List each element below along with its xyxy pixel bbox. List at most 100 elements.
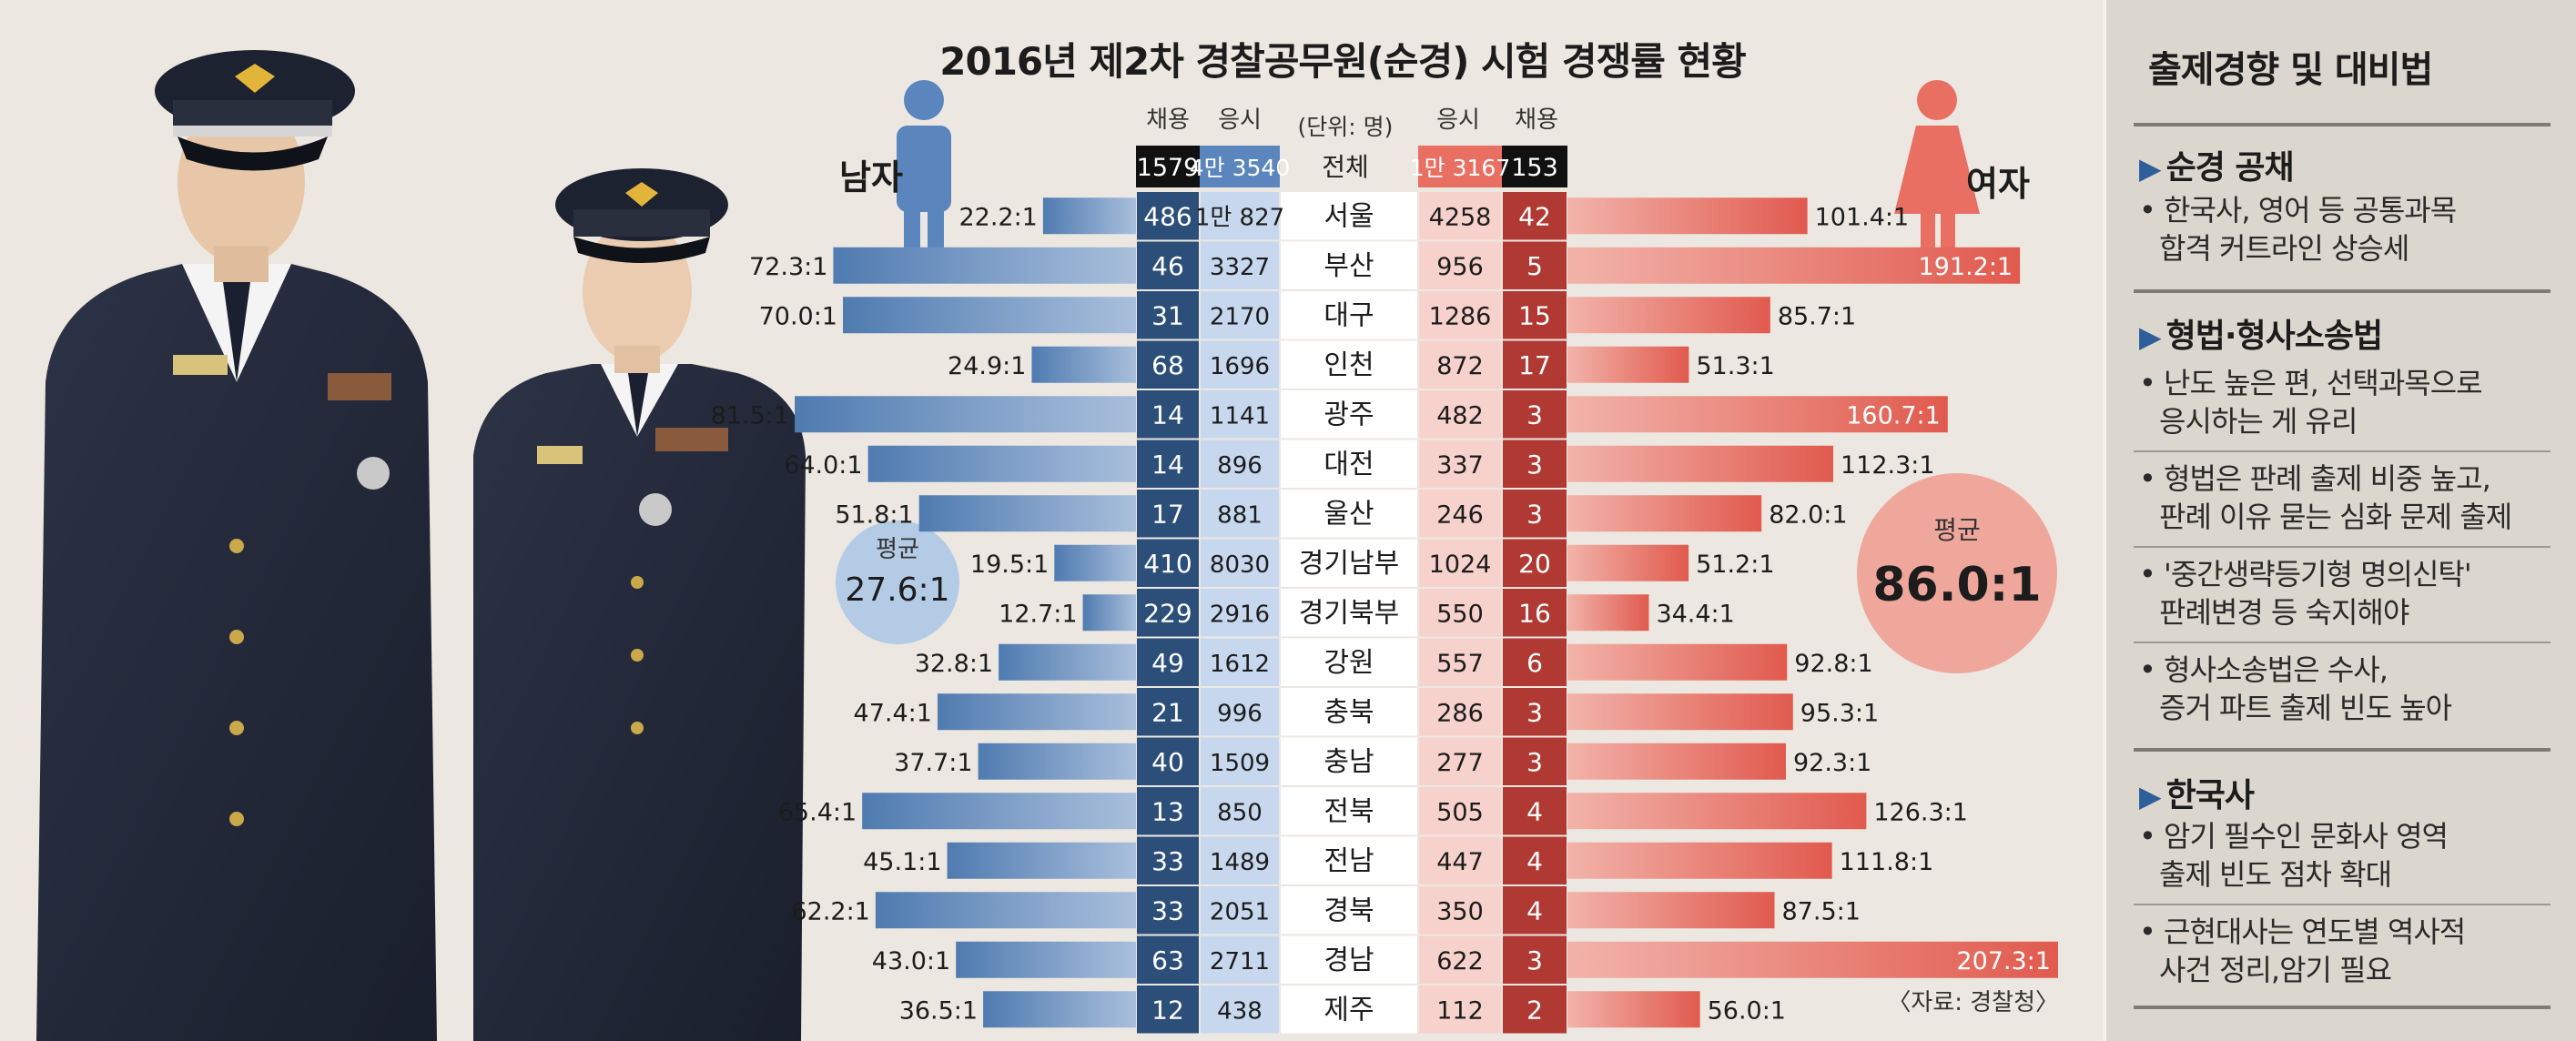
region-name: 부산: [1323, 250, 1374, 282]
male-apply-cell: [1199, 834, 1281, 886]
female-ratio-bar: [1567, 495, 1762, 532]
female-ratio-label: 51.2:1: [1696, 551, 1774, 579]
region-name: 경기남부: [1299, 548, 1399, 580]
female-hire-value: 5: [1526, 251, 1543, 281]
female-ratio-bar: [1567, 445, 1833, 482]
female-ratio-label: 82.0:1: [1769, 500, 1847, 529]
region-cell: [1279, 389, 1419, 440]
sidebar-item-1-0: • 난도 높은 편, 선택과목으로 응시하는 게 유리: [2139, 366, 2483, 439]
female-ratio-label: 85.7:1: [1778, 302, 1856, 330]
male-apply-value: 1612: [1210, 651, 1270, 678]
female-hire-cell: [1501, 984, 1568, 1036]
male-ratio-bar: [875, 892, 1136, 929]
male-ratio-label: 45.1:1: [863, 848, 941, 876]
male-ratio-bar: [983, 991, 1136, 1028]
male-apply-value: 2170: [1210, 303, 1270, 330]
region-name: 충북: [1323, 696, 1374, 728]
region-cell: [1279, 934, 1419, 985]
male-ratio-label: 37.7:1: [894, 749, 972, 777]
male-ratio-label: 22.2:1: [958, 203, 1037, 231]
female-apply-value: 872: [1436, 352, 1484, 380]
female-ratio-label: 87.5:1: [1782, 897, 1861, 925]
male-ratio-bar: [862, 793, 1136, 830]
female-ratio-label: 92.8:1: [1794, 650, 1872, 678]
male-hire-value: 40: [1151, 747, 1184, 777]
male-ratio-bar: [1082, 594, 1136, 632]
male-apply-value: 996: [1217, 700, 1263, 727]
sidebar-item-1-1: • 형법은 판례 출제 비중 높고, 판례 이유 묻는 심화 문제 출제: [2139, 461, 2512, 534]
male-ratio-label: 72.3:1: [749, 253, 827, 281]
female-hire-value: 3: [1526, 450, 1543, 480]
female-hire-value: 2: [1526, 995, 1543, 1025]
sidebar-item-2-0: • 암기 필수인 문화사 영역 출제 빈도 점차 확대: [2139, 819, 2449, 892]
female-hire-value: 4: [1526, 846, 1543, 876]
female-apply-cell: [1417, 190, 1503, 242]
female-ratio-label: 92.3:1: [1793, 749, 1871, 777]
female-apply-value: 1286: [1429, 302, 1492, 330]
male-apply-header: 응시: [1218, 106, 1262, 134]
female-ratio-bar: [1567, 594, 1649, 632]
female-apply-cell: [1417, 438, 1503, 490]
female-ratio-bar: [1567, 544, 1689, 581]
male-average-value: 27.6:1: [845, 571, 949, 609]
total-female-apply-cell: [1418, 146, 1502, 187]
region-name: 전북: [1323, 795, 1374, 827]
male-hire-cell: [1135, 834, 1201, 886]
region-name: 경기북부: [1299, 597, 1399, 629]
female-ratio-bar: [1567, 247, 2021, 284]
female-apply-cell: [1417, 488, 1503, 540]
exam-trends-sidebar: 출제경향 및 대비법 ▶ 순경 공채 • 한국사, 영어 등 공통과목 합격 커트라…: [2103, 0, 2576, 1041]
male-ratio-bar: [947, 842, 1136, 879]
police-officers-photo: [36, 50, 806, 1041]
female-apply-cell: [1417, 735, 1503, 787]
female-ratio-label: 126.3:1: [1873, 798, 1968, 826]
region-name: 대전: [1323, 449, 1374, 480]
female-label: 여자: [1966, 164, 2030, 204]
male-hire-value: 13: [1151, 796, 1184, 826]
female-ratio-label: 56.0:1: [1708, 996, 1786, 1025]
female-ratio-label: 95.3:1: [1800, 699, 1879, 727]
male-hire-value: 68: [1151, 350, 1184, 380]
female-hire-value: 3: [1526, 697, 1543, 727]
male-hire-value: 229: [1143, 598, 1192, 628]
female-apply-value: 246: [1436, 500, 1484, 529]
female-hire-value: 42: [1518, 201, 1551, 231]
male-apply-value: 1만 827: [1195, 204, 1284, 231]
female-average-circle: [1857, 473, 2057, 673]
sidebar-title-rule: [2134, 123, 2551, 126]
region-name: 경북: [1323, 894, 1374, 926]
male-apply-value: 896: [1217, 452, 1263, 480]
female-ratio-bar: [1567, 793, 1867, 830]
male-hire-header: 채용: [1146, 106, 1190, 134]
male-ratio-label: 36.5:1: [899, 996, 978, 1025]
male-hire-value: 33: [1151, 846, 1184, 876]
region-name: 서울: [1323, 200, 1374, 232]
male-hire-value: 14: [1151, 450, 1184, 480]
female-hire-cell: [1501, 735, 1568, 787]
male-ratio-bar: [937, 693, 1136, 731]
total-male-hire: 1579: [1137, 154, 1200, 182]
female-apply-cell: [1417, 834, 1503, 886]
region-cell: [1279, 339, 1419, 390]
region-name: 경남: [1323, 945, 1374, 976]
male-apply-value: 2051: [1210, 898, 1270, 925]
region-name: 광주: [1323, 399, 1374, 430]
female-hire-value: 4: [1526, 895, 1543, 925]
male-ratio-label: 47.4:1: [854, 699, 932, 727]
male-ratio-label: 51.8:1: [835, 500, 913, 529]
male-average-label: 평균: [876, 536, 919, 563]
female-hire-cell: [1501, 934, 1568, 985]
female-hire-value: 20: [1518, 549, 1551, 579]
male-apply-value: 850: [1217, 799, 1263, 826]
male-apply-value: 1509: [1210, 750, 1270, 777]
female-ratio-bar: [1567, 643, 1788, 681]
female-person-icon: [1894, 80, 1980, 277]
male-ratio-bar: [956, 941, 1136, 978]
total-region: 전체: [1322, 152, 1369, 182]
source-note: 〈자료: 경찰청〉: [1887, 989, 2059, 1016]
male-ratio-label: 70.0:1: [759, 302, 837, 330]
female-apply-cell: [1417, 239, 1503, 291]
region-cell: [1279, 735, 1419, 787]
male-ratio-bar: [1031, 346, 1136, 383]
total-female-hire-cell: [1502, 146, 1567, 187]
